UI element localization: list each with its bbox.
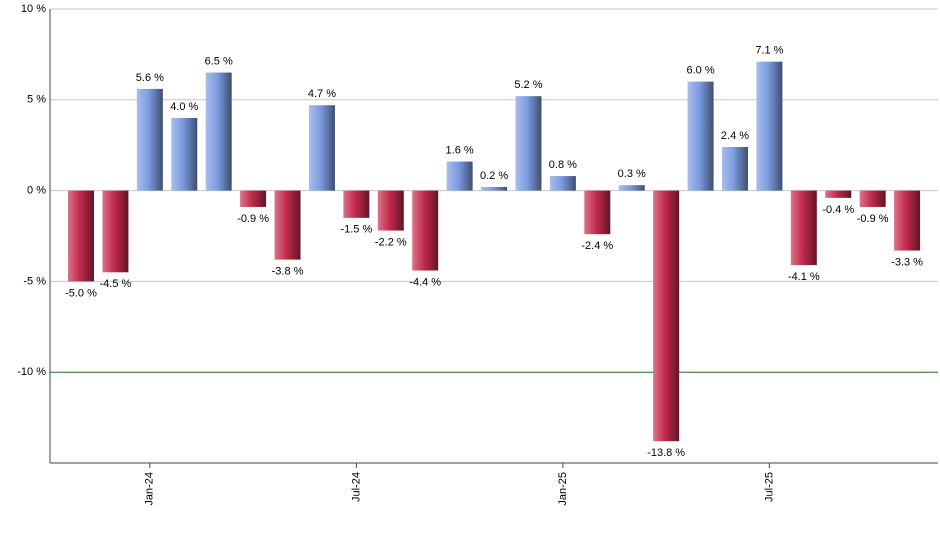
- bar: [343, 190, 370, 218]
- bar: [136, 88, 163, 191]
- value-label: -5.0 %: [65, 287, 97, 299]
- x-tick-label: Jul-25: [763, 472, 775, 502]
- bar: [481, 186, 508, 191]
- bar: [205, 72, 232, 191]
- bar: [894, 190, 921, 251]
- bar: [687, 81, 714, 191]
- bar: [240, 190, 267, 207]
- bar: [171, 117, 198, 191]
- bar: [584, 190, 611, 235]
- value-label: 0.2 %: [480, 170, 508, 182]
- bar: [308, 105, 335, 191]
- value-label: 0.8 %: [549, 159, 577, 171]
- bar: [274, 190, 301, 260]
- value-label: 4.7 %: [308, 88, 336, 100]
- value-label: -2.2 %: [375, 236, 407, 248]
- value-label: 1.6 %: [446, 144, 474, 156]
- value-label: -4.5 %: [100, 278, 132, 290]
- bar: [446, 161, 473, 191]
- value-label: 4.0 %: [170, 101, 198, 113]
- value-label: 6.5 %: [205, 55, 233, 67]
- y-tick-label: 5 %: [27, 94, 46, 106]
- value-label: 5.2 %: [514, 79, 542, 91]
- value-label: 6.0 %: [686, 65, 714, 77]
- bar: [102, 190, 129, 273]
- value-label: -3.8 %: [272, 266, 304, 278]
- bar: [653, 190, 680, 442]
- x-tick-label: Jan-24: [144, 472, 156, 506]
- value-label: 7.1 %: [755, 45, 783, 57]
- x-tick-label: Jan-25: [557, 472, 569, 506]
- bar: [790, 190, 817, 266]
- value-label: -4.1 %: [788, 271, 820, 283]
- bar: [549, 176, 576, 191]
- y-tick-label: -10 %: [17, 366, 46, 378]
- bar: [756, 61, 783, 191]
- bar: [412, 190, 439, 271]
- value-label: -3.3 %: [891, 256, 923, 268]
- value-label: -2.4 %: [581, 240, 613, 252]
- y-tick-label: -5 %: [23, 275, 46, 287]
- value-label: -1.5 %: [340, 224, 372, 236]
- bar: [721, 147, 748, 191]
- bar: [68, 190, 94, 282]
- bar: [515, 96, 542, 191]
- bar: [377, 190, 404, 231]
- value-label: -0.9 %: [237, 213, 269, 225]
- value-label: -13.8 %: [647, 447, 685, 459]
- bar: [825, 190, 852, 198]
- x-tick-label: Jul-24: [350, 472, 362, 502]
- bar: [859, 190, 886, 207]
- bar: [618, 185, 645, 191]
- value-label: -0.9 %: [857, 213, 889, 225]
- y-tick-label: 0 %: [27, 185, 46, 197]
- value-label: 0.3 %: [618, 168, 646, 180]
- value-label: 2.4 %: [721, 130, 749, 142]
- value-label: -4.4 %: [409, 276, 441, 288]
- y-tick-label: 10 %: [21, 3, 46, 15]
- value-label: -0.4 %: [822, 204, 854, 216]
- plot-background: [50, 9, 938, 463]
- value-label: 5.6 %: [136, 72, 164, 84]
